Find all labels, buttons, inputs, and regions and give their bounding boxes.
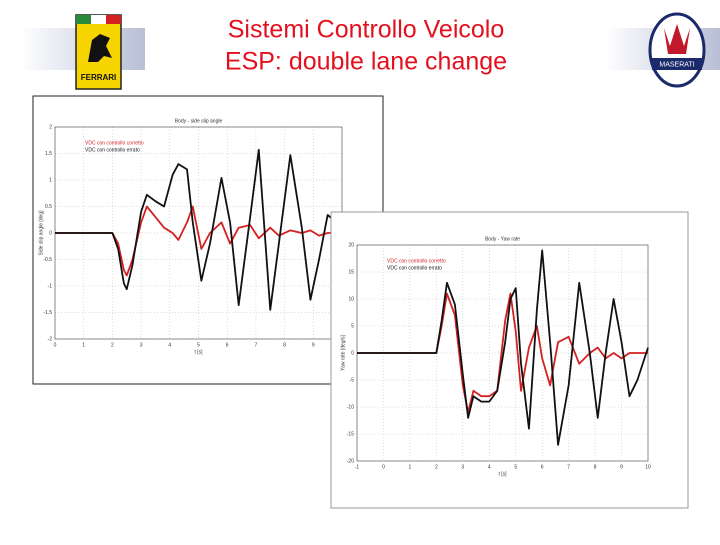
y-tick-label: -0.5 bbox=[43, 257, 52, 263]
y-tick-label: -10 bbox=[347, 404, 354, 410]
x-tick-label: 1 bbox=[409, 464, 412, 470]
legend-label: VDC con controllo errato bbox=[387, 265, 442, 271]
x-tick-label: 10 bbox=[645, 464, 651, 470]
x-tick-label: -1 bbox=[355, 464, 360, 470]
y-tick-label: -1.5 bbox=[43, 310, 52, 316]
y-axis-label: Side slip angle [deg] bbox=[38, 210, 44, 256]
y-tick-label: 0.5 bbox=[45, 204, 52, 210]
ferrari-logo: FERRARI bbox=[75, 14, 122, 90]
x-tick-label: 7 bbox=[567, 464, 570, 470]
x-axis-label: t [s] bbox=[498, 471, 507, 477]
legend-label: VDC con controllo errato bbox=[85, 147, 140, 153]
y-tick-label: -2 bbox=[48, 336, 53, 342]
slide-title: Sistemi Controllo Veicolo bbox=[228, 16, 505, 44]
x-tick-label: 7 bbox=[255, 342, 258, 348]
x-tick-label: 6 bbox=[541, 464, 544, 470]
x-tick-label: 8 bbox=[594, 464, 597, 470]
x-tick-label: 0 bbox=[382, 464, 385, 470]
x-tick-label: 2 bbox=[111, 342, 114, 348]
slide-title: ESP: double lane change bbox=[225, 48, 507, 76]
data-line bbox=[55, 148, 343, 311]
y-tick-label: 2 bbox=[49, 124, 52, 130]
x-tick-label: 9 bbox=[620, 464, 623, 470]
logo-text: FERRARI bbox=[81, 73, 117, 82]
x-tick-label: 3 bbox=[140, 342, 143, 348]
maserati-logo: MASERATI bbox=[648, 12, 706, 88]
y-tick-label: -15 bbox=[347, 431, 354, 437]
x-tick-label: 9 bbox=[312, 342, 315, 348]
y-tick-label: 0 bbox=[49, 230, 52, 236]
logo-text: MASERATI bbox=[659, 61, 694, 68]
y-tick-label: 5 bbox=[351, 323, 354, 329]
data-line bbox=[55, 205, 342, 277]
y-tick-label: 10 bbox=[348, 296, 354, 302]
x-tick-label: 5 bbox=[197, 342, 200, 348]
y-tick-label: -5 bbox=[350, 377, 355, 383]
chart-title: Body - Yaw rate bbox=[485, 236, 520, 242]
x-tick-label: 3 bbox=[461, 464, 464, 470]
y-tick-label: 1 bbox=[49, 177, 52, 183]
y-tick-label: 15 bbox=[348, 269, 354, 275]
chart-frame bbox=[32, 95, 384, 385]
x-tick-label: 5 bbox=[514, 464, 517, 470]
x-tick-label: 8 bbox=[283, 342, 286, 348]
chart-image: -2-1.5-1-0.500.511.52012345678910Body - … bbox=[32, 95, 384, 385]
y-tick-label: -1 bbox=[48, 283, 53, 289]
y-axis-label: Yaw rate [deg/s] bbox=[340, 335, 346, 371]
y-tick-label: 1.5 bbox=[45, 151, 52, 157]
x-tick-label: 4 bbox=[488, 464, 491, 470]
legend-label: VDC con controllo corretto bbox=[85, 140, 144, 146]
x-tick-label: 4 bbox=[168, 342, 171, 348]
data-line bbox=[357, 249, 649, 446]
legend-label: VDC con controllo corretto bbox=[387, 258, 446, 264]
y-tick-label: -20 bbox=[347, 458, 354, 464]
y-tick-label: 0 bbox=[351, 350, 354, 356]
x-tick-label: 2 bbox=[435, 464, 438, 470]
x-tick-label: 1 bbox=[82, 342, 85, 348]
chart-title: Body - side slip angle bbox=[175, 118, 223, 124]
chart-frame bbox=[330, 211, 689, 509]
x-axis-label: t [s] bbox=[194, 349, 203, 355]
y-tick-label: 20 bbox=[348, 242, 354, 248]
x-tick-label: 0 bbox=[54, 342, 57, 348]
x-tick-label: 6 bbox=[226, 342, 229, 348]
